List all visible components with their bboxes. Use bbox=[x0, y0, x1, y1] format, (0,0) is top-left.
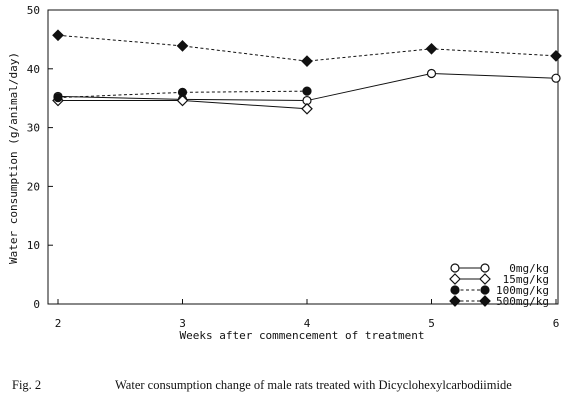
figure-label: Fig. 2 bbox=[12, 378, 41, 392]
legend-label-2: 100mg/kg bbox=[496, 284, 549, 297]
y-tick-label-5: 50 bbox=[27, 4, 40, 17]
series-markers bbox=[52, 29, 562, 115]
x-tick-label-2: 4 bbox=[304, 317, 311, 330]
x-tick-label-3: 5 bbox=[428, 317, 435, 330]
axis-ticks bbox=[48, 9, 557, 305]
data-point-s1-1 bbox=[176, 94, 189, 107]
data-point-s3-2 bbox=[301, 55, 313, 68]
data-point-s3-0 bbox=[52, 29, 64, 42]
y-tick-label-4: 40 bbox=[27, 63, 40, 76]
x-tick-label-4: 6 bbox=[553, 317, 560, 330]
y-tick-label-0: 0 bbox=[33, 298, 40, 311]
legend-marker-left-2 bbox=[450, 285, 460, 295]
x-axis-title: Weeks after commencement of treatment bbox=[179, 329, 424, 342]
legend-label-1: 15mg/kg bbox=[503, 273, 549, 286]
legend-label-3: 500mg/kg bbox=[496, 295, 549, 308]
legend-marker-right-0 bbox=[480, 263, 490, 273]
y-tick-label-1: 10 bbox=[27, 239, 40, 252]
data-point-s3-1 bbox=[176, 40, 189, 52]
legend-marker-right-2 bbox=[480, 285, 490, 295]
data-point-s2-0 bbox=[53, 93, 63, 103]
x-tick-label-1: 3 bbox=[179, 317, 186, 330]
tick-labels: 0 10 20 30 40 50 2 3 4 5 6 bbox=[27, 4, 560, 330]
data-point-s3-4 bbox=[550, 50, 562, 62]
data-point-s2-1 bbox=[177, 87, 188, 97]
data-point-s1-2 bbox=[301, 102, 313, 115]
legend-marker-left-0 bbox=[450, 263, 460, 273]
y-tick-label-2: 20 bbox=[27, 180, 40, 193]
data-point-s3-3 bbox=[425, 42, 438, 55]
legend-marker-right-1 bbox=[479, 273, 491, 285]
legend-marker-right-3 bbox=[479, 295, 491, 307]
x-tick-label-0: 2 bbox=[55, 317, 62, 330]
data-point-s0-3 bbox=[426, 68, 437, 79]
figure-caption: Water consumption change of male rats tr… bbox=[115, 378, 512, 392]
data-point-s2-2 bbox=[302, 86, 312, 96]
y-tick-label-3: 30 bbox=[27, 122, 40, 135]
legend-marker-left-3 bbox=[449, 295, 461, 307]
y-axis-title: Water consumption (g/animal/day) bbox=[7, 52, 20, 264]
legend-marker-left-1 bbox=[449, 273, 461, 285]
plot-frame bbox=[47, 9, 559, 305]
legend-label-0: 0mg/kg bbox=[509, 262, 549, 275]
data-point-s0-4 bbox=[551, 73, 561, 83]
